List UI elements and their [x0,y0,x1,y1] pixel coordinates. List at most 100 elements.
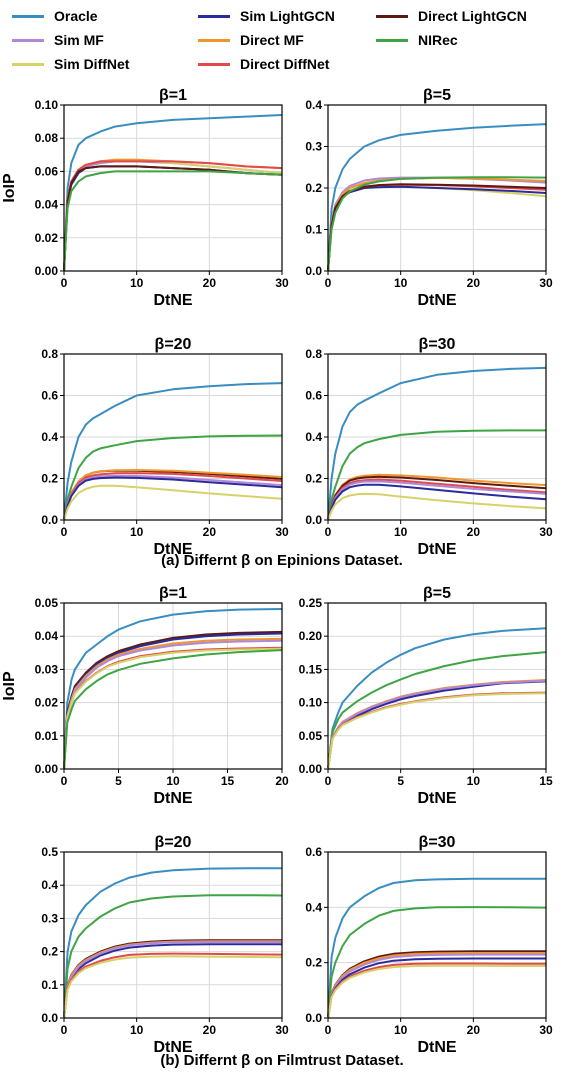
x-tick-label: 10 [394,276,408,290]
legend-label: Sim MF [54,32,104,48]
series-line-sim-diffnet [327,964,546,1019]
plot-frame [63,353,283,521]
series-line-sim-lightgcn [63,165,283,272]
series-line-sim-mf [327,953,546,1019]
x-tick-label: 20 [203,1023,217,1037]
y-tick-label: 0.08 [35,131,59,145]
y-tick-label: 0.05 [35,596,59,610]
series-line-oracle [327,627,547,770]
legend-swatch [12,38,44,42]
x-tick-label: 20 [467,1023,481,1037]
series-line-direct-diffnet [327,183,547,272]
x-tick-label: 10 [130,1023,144,1037]
y-tick-label: 0.8 [305,347,322,361]
x-tick-label: 0 [61,276,68,290]
legend-item-direct-diffnet: Direct DiffNet [198,55,329,73]
x-tick-label: 0 [325,1023,332,1037]
series-line-sim-diffnet [63,158,283,272]
y-tick-label: 0.4 [305,430,322,444]
chart-panel-7: 0.0 0.1 0.2 0.3 0.4 0.5 0 10 20 30 β=20 DtNE [41,834,289,1056]
y-tick-label: 0.4 [305,98,322,112]
x-axis-label: DtNE [417,541,456,558]
chart-title: β=20 [155,336,192,353]
chart-panel-8: 0.0 0.2 0.4 0.6 0 10 20 30 β=30 DtNE [305,834,553,1056]
series-line-nirec [63,649,283,770]
x-tick-label: 10 [394,1023,408,1037]
series-line-direct-diffnet [63,160,283,272]
series-line-nirec [327,176,547,272]
x-tick-label: 10 [467,774,481,788]
x-tick-label: 15 [539,774,553,788]
legend-item-sim-mf: Sim MF [12,31,104,49]
legend-label: NIRec [418,32,458,48]
y-tick-label: 0.20 [299,629,323,643]
chart-panel-2: 0.0 0.1 0.2 0.3 0.4 0 10 20 30 β=5 DtNE [305,87,553,309]
series-line-direct-mf [63,158,283,272]
y-tick-label: 0.2 [41,472,58,486]
y-tick-label: 0.01 [35,729,59,743]
x-tick-label: 10 [166,774,180,788]
y-tick-label: 0.2 [305,956,322,970]
y-tick-label: 0.3 [305,140,322,154]
y-tick-label: 0.4 [305,900,322,914]
caption-a: (a) Differnt β on Epinions Dataset. [161,552,403,569]
y-tick-label: 0.5 [41,845,58,859]
series-line-oracle [63,608,283,770]
series-line-nirec [63,894,283,1019]
y-tick-label: 0.3 [41,911,58,925]
series-line-sim-lightgcn [327,185,547,272]
y-tick-label: 0.0 [305,264,322,278]
x-tick-label: 0 [61,1023,68,1037]
plot-frame [63,602,283,770]
x-tick-label: 30 [275,525,289,539]
y-tick-label: 0.02 [35,696,59,710]
x-tick-label: 30 [539,525,553,539]
legend-swatch [12,14,44,18]
legend-item-sim-diffnet: Sim DiffNet [12,55,129,73]
plot-frame [63,851,283,1019]
legend-item-direct-lightgcn: Direct LightGCN [376,7,527,25]
series-line-sim-diffnet [327,492,547,521]
x-axis-label: DtNE [153,1039,192,1056]
x-tick-label: 0 [325,774,332,788]
series-line-sim-diffnet [327,185,547,272]
series-line-direct-lightgcn [63,165,283,272]
series-line-sim-diffnet [327,692,547,770]
x-axis-label: DtNE [153,292,192,309]
x-tick-label: 0 [61,525,68,539]
series-line-oracle [327,123,547,272]
chart-panel-1: 0.00 0.02 0.04 0.06 0.08 0.10 0 10 20 30 β=1 DtNE Io… [1,87,289,309]
series-line-direct-diffnet [63,952,283,1019]
legend-label: Oracle [54,8,98,24]
series-line-nirec [327,651,547,770]
series-line-direct-lightgcn [327,475,547,521]
y-tick-label: 0.25 [299,596,323,610]
x-tick-label: 30 [539,1023,553,1037]
y-tick-label: 0.4 [41,878,58,892]
chart-panel-4: 0.0 0.2 0.4 0.6 0.8 0 10 20 30 β=30 DtNE [305,336,553,558]
x-tick-label: 20 [275,774,289,788]
y-tick-label: 0.8 [41,347,58,361]
series-line-oracle [327,877,546,1019]
y-tick-label: 0.2 [305,181,322,195]
legend-swatch [12,62,44,66]
series-line-oracle [63,382,283,521]
legend-label: Sim LightGCN [240,8,335,24]
x-axis-label: DtNE [417,292,456,309]
series-line-nirec [63,434,283,521]
series-line-sim-mf [63,160,283,272]
y-tick-label: 0.4 [41,430,58,444]
y-tick-label: 0.10 [35,98,59,112]
y-tick-label: 0.0 [305,1011,322,1025]
legend-label: Direct MF [240,32,304,48]
y-tick-label: 0.6 [41,389,58,403]
x-axis-label: DtNE [153,541,192,558]
x-tick-label: 10 [394,525,408,539]
series-line-oracle [63,867,282,1019]
series-line-sim-diffnet [63,647,283,770]
legend-swatch [376,38,408,42]
x-tick-label: 0 [325,525,332,539]
y-tick-label: 0.0 [41,513,58,527]
chart-title: β=1 [159,87,187,104]
